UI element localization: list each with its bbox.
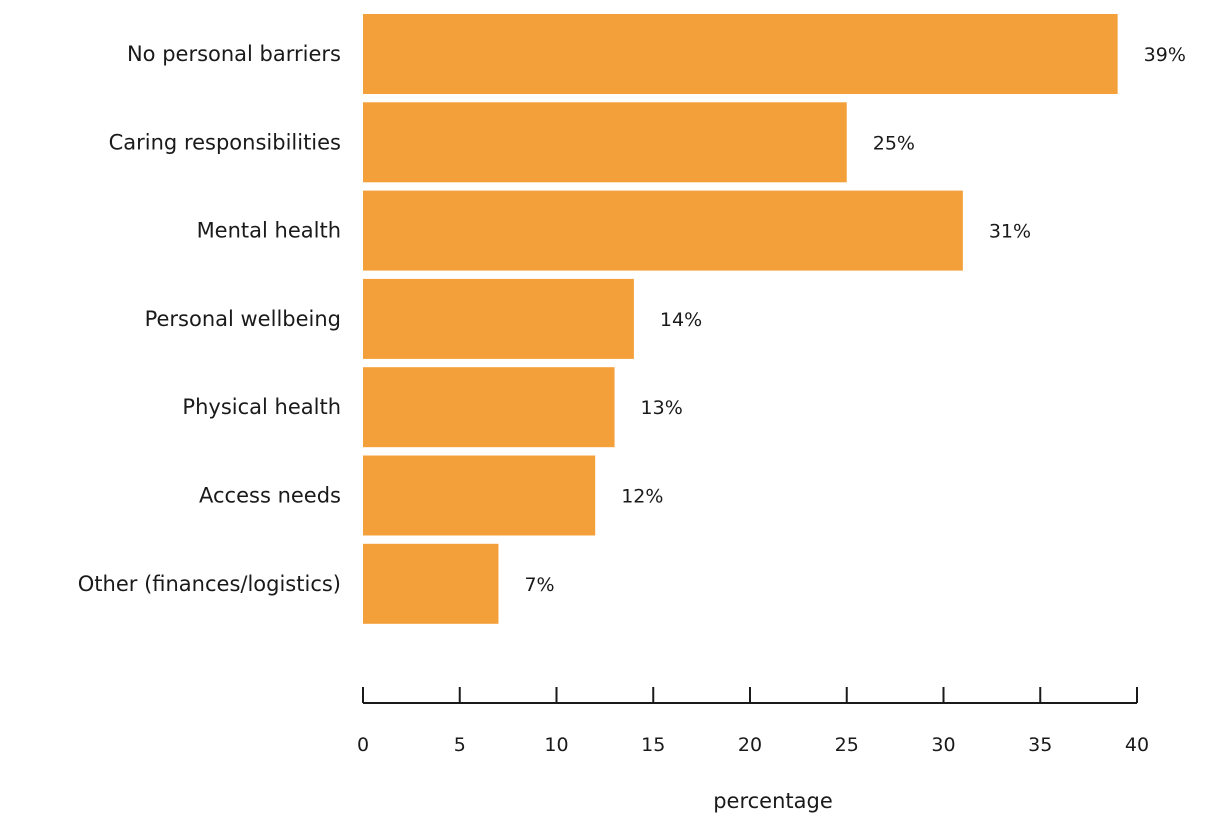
bar — [363, 102, 847, 183]
x-tick-label: 35 — [1028, 734, 1052, 756]
bars-layer — [363, 14, 1118, 624]
x-tick-label: 25 — [835, 734, 859, 756]
value-labels: 39% 25% 31% 14% 13% 12% 7% — [524, 44, 1185, 596]
x-tick-label: 10 — [544, 734, 568, 756]
x-tick-label: 30 — [931, 734, 955, 756]
bar — [363, 14, 1118, 94]
value-label: 39% — [1144, 44, 1186, 66]
bar — [363, 190, 963, 271]
category-label: Caring responsibilities — [109, 130, 341, 154]
value-label: 25% — [873, 132, 915, 154]
value-label: 7% — [524, 574, 554, 596]
category-label: No personal barriers — [127, 42, 341, 66]
bar — [363, 543, 499, 624]
x-axis-title: percentage — [713, 789, 833, 813]
x-tick-label: 15 — [641, 734, 665, 756]
bar — [363, 367, 615, 448]
x-tick-label: 40 — [1125, 734, 1149, 756]
value-label: 31% — [989, 221, 1031, 243]
value-label: 14% — [660, 309, 702, 331]
category-label: Personal wellbeing — [145, 307, 341, 331]
value-label: 12% — [621, 486, 663, 508]
value-label: 13% — [641, 397, 683, 419]
x-tick-label: 20 — [738, 734, 762, 756]
category-label: Other (finances/logistics) — [78, 572, 341, 596]
category-labels: No personal barriers Caring responsibilit… — [78, 42, 341, 596]
x-tick-label: 5 — [454, 734, 466, 756]
x-axis: 0 5 10 15 20 25 30 35 40 — [357, 687, 1149, 756]
bar — [363, 278, 634, 359]
category-label: Physical health — [182, 395, 341, 419]
bar — [363, 455, 596, 536]
category-label: Access needs — [199, 484, 341, 508]
category-label: Mental health — [197, 219, 341, 243]
x-tick-label: 0 — [357, 734, 369, 756]
